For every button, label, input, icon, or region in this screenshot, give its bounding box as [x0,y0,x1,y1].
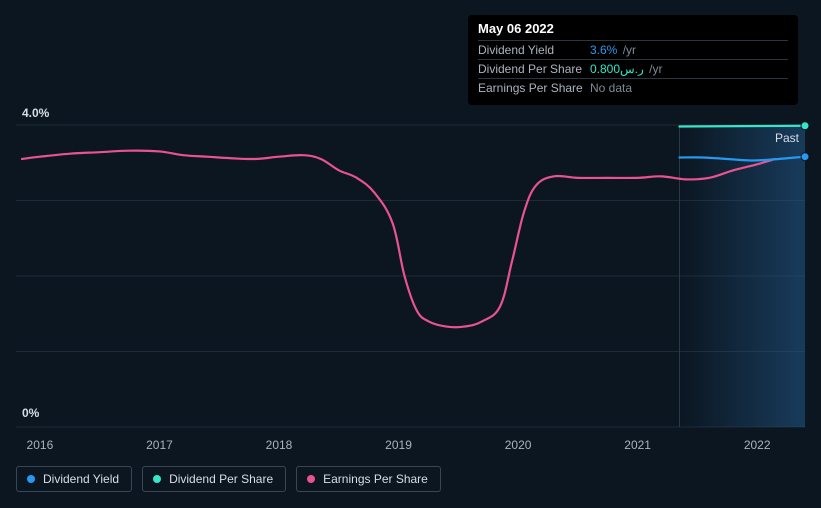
tooltip-label: Dividend Yield [478,43,590,57]
past-label: Past [775,131,799,145]
legend-swatch [307,475,315,483]
x-axis-label: 2022 [744,438,771,452]
tooltip-label: Dividend Per Share [478,62,590,76]
x-axis-label: 2017 [146,438,173,452]
y-axis-label: 0% [22,406,39,420]
tooltip-value: 3.6% /yr [590,43,636,57]
x-axis-label: 2016 [27,438,54,452]
chart-tooltip: May 06 2022 Dividend Yield3.6% /yrDivide… [468,15,798,105]
tooltip-value: No data [590,81,632,95]
tooltip-rows: Dividend Yield3.6% /yrDividend Per Share… [478,40,788,97]
tooltip-row: Dividend Yield3.6% /yr [478,40,788,59]
legend-swatch [27,475,35,483]
legend-label: Dividend Yield [43,472,119,486]
legend-item[interactable]: Dividend Yield [16,466,132,492]
tooltip-label: Earnings Per Share [478,81,590,95]
tooltip-value: 0.800ر.س /yr [590,62,662,76]
legend-item[interactable]: Earnings Per Share [296,466,441,492]
x-axis-label: 2021 [624,438,651,452]
legend-label: Earnings Per Share [323,472,428,486]
legend-item[interactable]: Dividend Per Share [142,466,286,492]
tooltip-row: Earnings Per ShareNo data [478,78,788,97]
tooltip-date: May 06 2022 [478,21,788,36]
x-axis-label: 2019 [385,438,412,452]
legend-swatch [153,475,161,483]
tooltip-row: Dividend Per Share0.800ر.س /yr [478,59,788,78]
x-axis-label: 2020 [505,438,532,452]
x-axis-label: 2018 [266,438,293,452]
legend-label: Dividend Per Share [169,472,273,486]
y-axis-label: 4.0% [22,106,49,120]
legend: Dividend Yield Dividend Per Share Earnings… [16,466,441,492]
